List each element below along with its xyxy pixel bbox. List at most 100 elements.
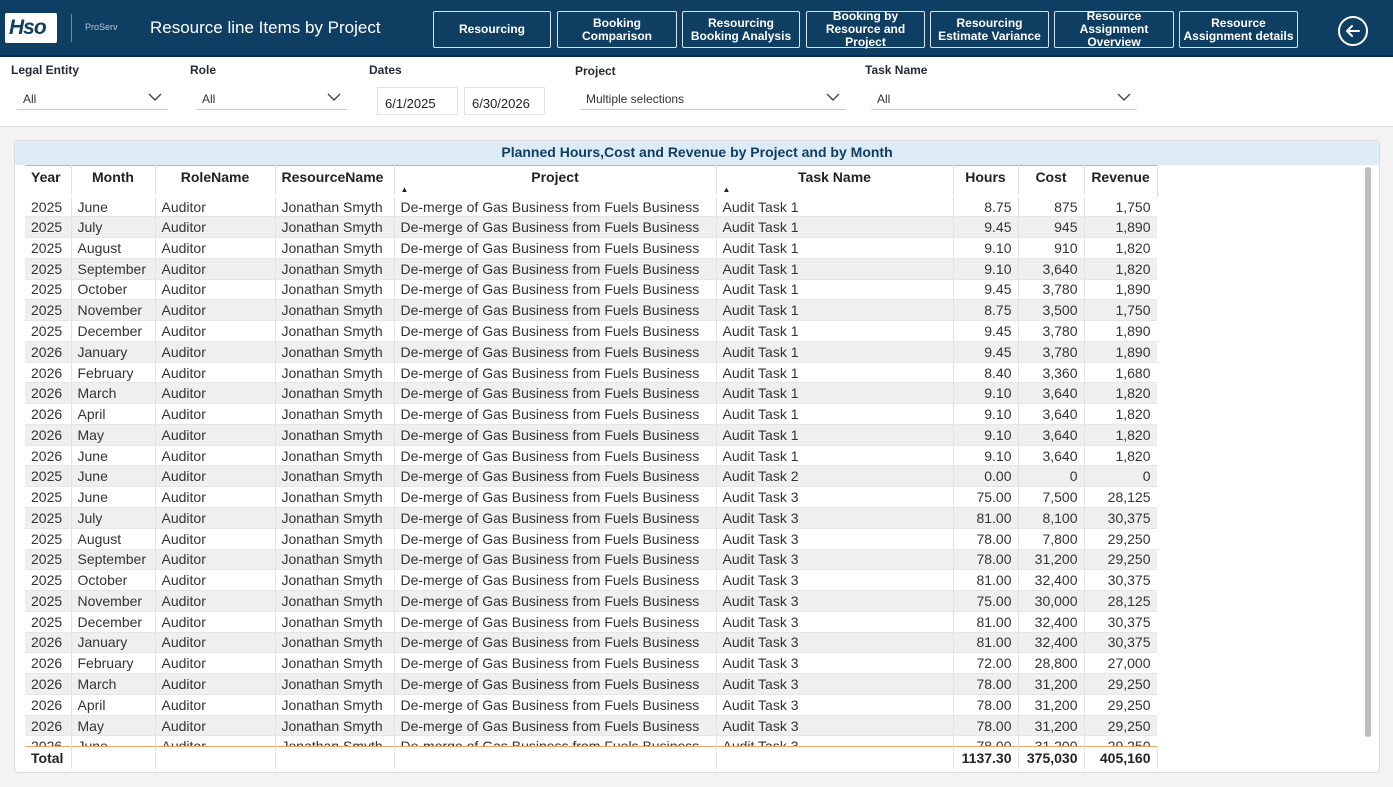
cell-task-name: Audit Task 1 [716, 299, 954, 322]
cell-project: De-merge of Gas Business from Fuels Busi… [394, 237, 717, 259]
cell-hours: 9.45 [953, 320, 1019, 342]
cell-project: De-merge of Gas Business from Fuels Busi… [394, 528, 717, 550]
nav-booking-comparison-button[interactable]: Booking Comparison [557, 11, 677, 48]
table-row[interactable]: 2025 September Auditor Jonathan Smyth De-mer… [25, 549, 1157, 571]
cell-cost: 3,360 [1018, 362, 1085, 384]
end-date-input[interactable]: 6/30/2026 [464, 87, 545, 115]
vertical-scrollbar[interactable] [1365, 167, 1371, 737]
cell-project: De-merge of Gas Business from Fuels Busi… [394, 216, 717, 239]
table-row[interactable]: 2025 June Auditor Jonathan Smyth De-merge of… [25, 486, 1157, 508]
cell-revenue: 29,250 [1084, 549, 1157, 571]
cell-hours: 75.00 [953, 590, 1019, 612]
column-header-task-name[interactable]: Task Name ▲ [716, 165, 954, 196]
table-row[interactable]: 2026 February Auditor Jonathan Smyth De-merg… [25, 362, 1157, 384]
table-row[interactable]: 2025 October Auditor Jonathan Smyth De-merge… [25, 279, 1157, 301]
cell-hours: 9.45 [953, 341, 1019, 363]
task-name-dropdown[interactable]: All [871, 87, 1137, 110]
table-row[interactable]: 2026 March Auditor Jonathan Smyth De-merge o… [25, 382, 1157, 405]
cell-hours: 9.45 [953, 216, 1019, 239]
cell-month: August [71, 237, 156, 259]
column-header-resourcename[interactable]: ResourceName [275, 165, 395, 196]
cell-cost: 30,000 [1018, 590, 1085, 612]
cell-revenue: 1,890 [1084, 279, 1157, 301]
column-header-hours[interactable]: Hours [953, 165, 1019, 196]
sort-asc-icon: ▲ [722, 185, 731, 194]
cell-year: 2025 [25, 465, 72, 488]
cell-hours: 9.45 [953, 279, 1019, 301]
nav-booking-by-resource-project-button[interactable]: Booking by Resource and Project [806, 10, 925, 49]
cell-resourcename: Jonathan Smyth [275, 216, 395, 239]
table-row[interactable]: 2025 December Auditor Jonathan Smyth De-merg… [25, 320, 1157, 342]
chevron-down-icon [148, 93, 162, 101]
cell-revenue: 30,375 [1084, 632, 1157, 654]
table-row[interactable]: 2026 February Auditor Jonathan Smyth De-merg… [25, 652, 1157, 675]
table-row[interactable]: 2025 October Auditor Jonathan Smyth De-merge… [25, 569, 1157, 592]
cell-year: 2025 [25, 237, 72, 259]
nav-resource-assignment-details-button[interactable]: Resource Assignment details [1179, 11, 1298, 48]
project-dropdown[interactable]: Multiple selections [580, 87, 846, 110]
cell-resourcename: Jonathan Smyth [275, 237, 395, 259]
table-row[interactable]: 2026 January Auditor Jonathan Smyth De-merge… [25, 632, 1157, 654]
table-row[interactable]: 2026 March Auditor Jonathan Smyth De-merge o… [25, 673, 1157, 695]
cell-cost: 8,100 [1018, 507, 1085, 529]
cell-revenue: 1,750 [1084, 299, 1157, 322]
column-header-project[interactable]: Project ▲ [394, 165, 717, 196]
cell-hours: 78.00 [953, 673, 1019, 695]
table-row[interactable]: 2025 July Auditor Jonathan Smyth De-merge of… [25, 507, 1157, 529]
start-date-input[interactable]: 6/1/2025 [377, 87, 458, 115]
cell-resourcename: Jonathan Smyth [275, 486, 395, 508]
cell-revenue: 29,250 [1084, 528, 1157, 550]
cell-resourcename: Jonathan Smyth [275, 694, 395, 716]
table-row[interactable]: 2026 April Auditor Jonathan Smyth De-merge o… [25, 403, 1157, 425]
cell-project: De-merge of Gas Business from Fuels Busi… [394, 715, 717, 737]
nav-resourcing-booking-analysis-button[interactable]: Resourcing Booking Analysis [682, 11, 800, 48]
cell-revenue: 1,820 [1084, 258, 1157, 280]
table-row[interactable]: 2025 June Auditor Jonathan Smyth De-merge of… [25, 465, 1157, 488]
table-row[interactable]: 2025 September Auditor Jonathan Smyth De-mer… [25, 258, 1157, 280]
cell-task-name: Audit Task 3 [716, 569, 954, 592]
role-dropdown[interactable]: All [196, 87, 347, 110]
table-row[interactable]: 2025 August Auditor Jonathan Smyth De-merge … [25, 528, 1157, 550]
cell-month: March [71, 673, 156, 695]
task-name-label: Task Name [865, 63, 928, 77]
table-row[interactable]: 2026 January Auditor Jonathan Smyth De-merge… [25, 341, 1157, 363]
cell-cost: 32,400 [1018, 611, 1085, 633]
table-row[interactable]: 2025 November Auditor Jonathan Smyth De-merg… [25, 590, 1157, 612]
table-row[interactable]: 2026 May Auditor Jonathan Smyth De-merge of … [25, 424, 1157, 446]
total-hours: 1137.30 [953, 746, 1019, 769]
cell-rolename: Auditor [155, 299, 276, 322]
table-row[interactable]: 2026 April Auditor Jonathan Smyth De-merge o… [25, 694, 1157, 716]
cell-project: De-merge of Gas Business from Fuels Busi… [394, 673, 717, 695]
cell-project: De-merge of Gas Business from Fuels Busi… [394, 465, 717, 488]
nav-resource-assignment-overview-button[interactable]: Resource Assignment Overview [1054, 10, 1174, 49]
cell-project: De-merge of Gas Business from Fuels Busi… [394, 258, 717, 280]
cell-task-name: Audit Task 1 [716, 237, 954, 259]
cell-year: 2025 [25, 195, 72, 218]
table-row[interactable]: 2025 June Auditor Jonathan Smyth De-merge of… [25, 195, 1157, 218]
legal-entity-dropdown[interactable]: All [17, 87, 168, 110]
table-row[interactable]: 2025 November Auditor Jonathan Smyth De-merg… [25, 299, 1157, 322]
column-header-year[interactable]: Year [25, 165, 72, 196]
table-row[interactable]: 2025 August Auditor Jonathan Smyth De-merge … [25, 237, 1157, 259]
cell-rolename: Auditor [155, 362, 276, 384]
cell-month: April [71, 694, 156, 716]
table-row[interactable]: 2025 December Auditor Jonathan Smyth De-merg… [25, 611, 1157, 633]
cell-year: 2026 [25, 715, 72, 737]
column-header-month[interactable]: Month [71, 165, 156, 196]
column-header-cost[interactable]: Cost [1018, 165, 1085, 196]
nav-resourcing-button[interactable]: Resourcing [433, 11, 551, 48]
nav-resourcing-estimate-variance-button[interactable]: Resourcing Estimate Variance [930, 11, 1049, 48]
column-header-revenue[interactable]: Revenue [1084, 165, 1158, 196]
table-row[interactable]: 2026 May Auditor Jonathan Smyth De-merge of … [25, 715, 1157, 737]
cell-task-name: Audit Task 3 [716, 590, 954, 612]
cell-hours: 8.75 [953, 195, 1019, 218]
column-header-rolename[interactable]: RoleName [155, 165, 276, 196]
cell-task-name: Audit Task 1 [716, 362, 954, 384]
cell-project: De-merge of Gas Business from Fuels Busi… [394, 632, 717, 654]
back-button[interactable] [1338, 16, 1368, 46]
cell-month: April [71, 403, 156, 425]
table-row[interactable]: 2025 July Auditor Jonathan Smyth De-merge of… [25, 216, 1157, 239]
role-label: Role [190, 63, 217, 77]
